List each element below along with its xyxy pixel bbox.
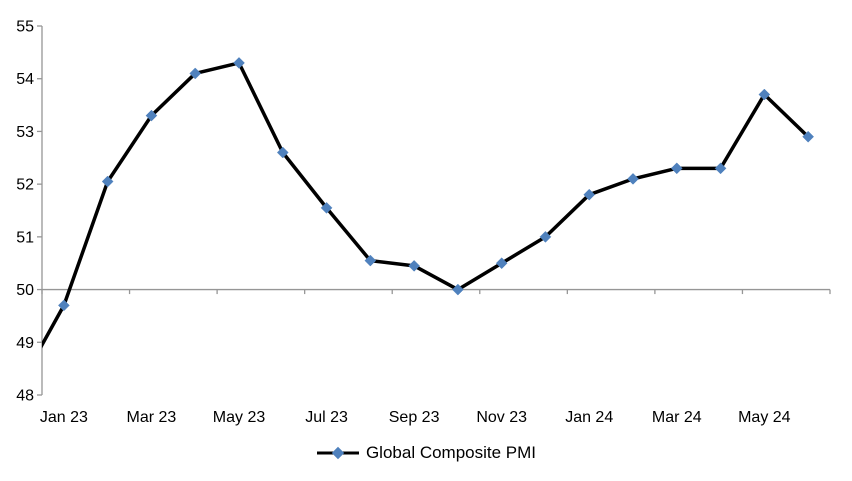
data-point-marker-Mar-23 xyxy=(145,109,158,122)
data-point-marker-Jan-23 xyxy=(58,299,70,312)
data-point-marker-Feb-24 xyxy=(627,173,639,185)
y-tick-label: 50 xyxy=(16,282,34,299)
y-tick-label: 52 xyxy=(16,177,34,194)
data-point-marker-Feb-23 xyxy=(101,175,114,188)
x-tick-label: Jul 23 xyxy=(305,409,348,426)
data-point-marker-Jun-24 xyxy=(802,130,814,143)
y-tick-label: 54 xyxy=(16,71,34,88)
legend-key-icon xyxy=(316,446,359,460)
y-tick-label: 51 xyxy=(16,229,34,246)
data-point-marker-May-24 xyxy=(758,88,771,101)
data-point-marker-Aug-23 xyxy=(364,254,377,267)
x-tick-label: May 23 xyxy=(213,409,266,426)
data-point-marker-Dec-23 xyxy=(539,231,552,243)
x-tick-label: Jan 23 xyxy=(40,409,88,426)
plot-area: 55 54 53 52 51 50 49 48 Jan 23 Mar 23 May 23 Jul 23… xyxy=(16,19,831,426)
x-tick-label: Mar 24 xyxy=(652,409,702,426)
data-point-marker-Mar-24 xyxy=(670,162,683,175)
data-point-marker-Nov-23 xyxy=(495,257,508,270)
y-tick-label: 48 xyxy=(16,388,34,405)
legend-label: Global Composite PMI xyxy=(365,443,537,462)
data-point-marker-May-23 xyxy=(233,57,245,69)
data-point-marker-Jul-23 xyxy=(320,202,333,214)
pmi-series-line xyxy=(42,61,810,349)
data-point-marker-Apr-24 xyxy=(714,162,727,175)
x-tick-label: Nov 23 xyxy=(476,409,527,426)
x-tick-label: Sep 23 xyxy=(389,409,440,426)
y-tick-label: 55 xyxy=(16,19,34,36)
series-group xyxy=(42,57,814,349)
data-point-marker-Jan-24 xyxy=(583,188,596,201)
y-tick-label: 53 xyxy=(16,124,34,141)
data-point-marker-Oct-23 xyxy=(452,283,464,296)
x-tick-label: Jan 24 xyxy=(565,409,613,426)
data-point-marker-Apr-23 xyxy=(189,67,202,80)
x-tick-label: May 24 xyxy=(738,409,791,426)
y-tick-label: 49 xyxy=(16,335,34,352)
x-tick-label: Mar 23 xyxy=(127,409,177,426)
legend: Global Composite PMI xyxy=(0,443,852,463)
data-point-marker-Sep-23 xyxy=(408,259,420,272)
data-point-marker-Jun-23 xyxy=(276,146,289,159)
